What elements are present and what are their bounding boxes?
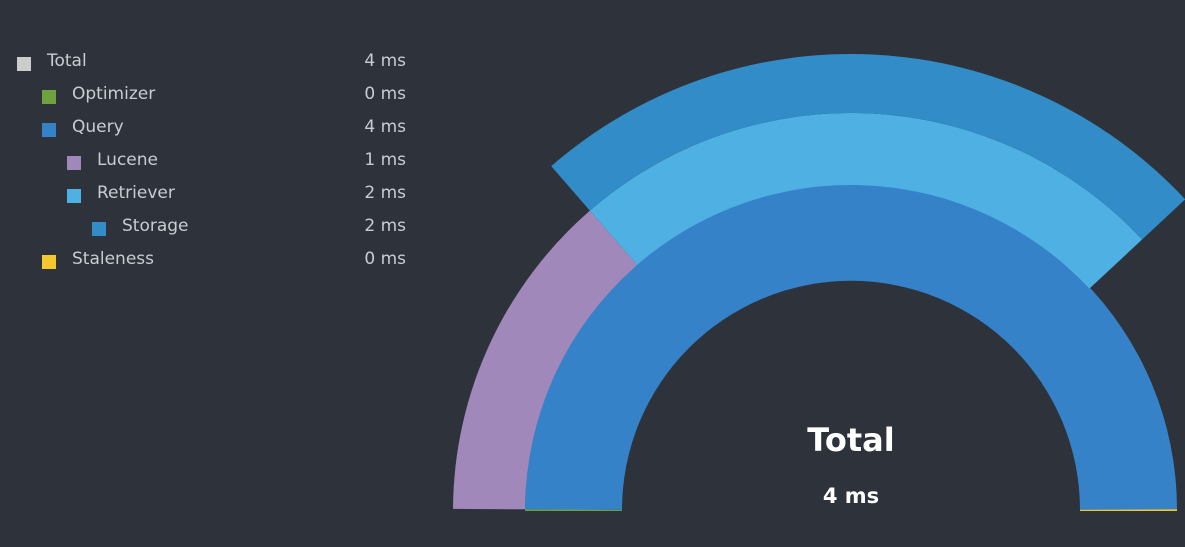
- arc-lucene[interactable]: [453, 210, 638, 510]
- legend-swatch: [92, 222, 106, 236]
- legend-swatch: [42, 255, 56, 269]
- legend-swatch: [67, 156, 81, 170]
- arc-query[interactable]: [525, 183, 1177, 510]
- legend: Total 4 ms Optimizer 0 ms Query 4 ms Lucene 1 m…: [0, 0, 420, 300]
- legend-value: 2 ms: [364, 216, 406, 236]
- arc-storage[interactable]: [551, 54, 1185, 240]
- arc-retriever[interactable]: [589, 113, 1143, 289]
- arc-optimizer[interactable]: [524, 509, 622, 511]
- center-value: 4 ms: [823, 484, 879, 508]
- legend-swatch: [42, 90, 56, 104]
- legend-swatch: [17, 57, 31, 71]
- legend-label: Query: [72, 117, 124, 137]
- legend-item-staleness[interactable]: Staleness 0 ms: [0, 245, 420, 278]
- legend-value: 4 ms: [364, 51, 406, 71]
- legend-value: 2 ms: [364, 183, 406, 203]
- legend-label: Lucene: [97, 150, 158, 170]
- legend-item-retriever[interactable]: Retriever 2 ms: [0, 179, 420, 212]
- legend-swatch: [42, 123, 56, 137]
- legend-item-query[interactable]: Query 4 ms: [0, 113, 420, 146]
- legend-label: Optimizer: [72, 84, 156, 104]
- legend-label: Retriever: [97, 183, 175, 203]
- legend-label: Total: [47, 51, 87, 71]
- legend-label: Storage: [122, 216, 189, 236]
- legend-value: 0 ms: [364, 84, 406, 104]
- legend-item-total[interactable]: Total 4 ms: [0, 47, 420, 80]
- center-title: Total: [807, 421, 894, 459]
- legend-item-storage[interactable]: Storage 2 ms: [0, 212, 420, 245]
- legend-value: 1 ms: [364, 150, 406, 170]
- legend-item-lucene[interactable]: Lucene 1 ms: [0, 146, 420, 179]
- legend-value: 0 ms: [364, 249, 406, 269]
- legend-item-optimizer[interactable]: Optimizer 0 ms: [0, 80, 420, 113]
- legend-label: Staleness: [72, 249, 155, 269]
- arc-staleness[interactable]: [1080, 509, 1178, 511]
- legend-swatch: [67, 189, 81, 203]
- legend-value: 4 ms: [364, 117, 406, 137]
